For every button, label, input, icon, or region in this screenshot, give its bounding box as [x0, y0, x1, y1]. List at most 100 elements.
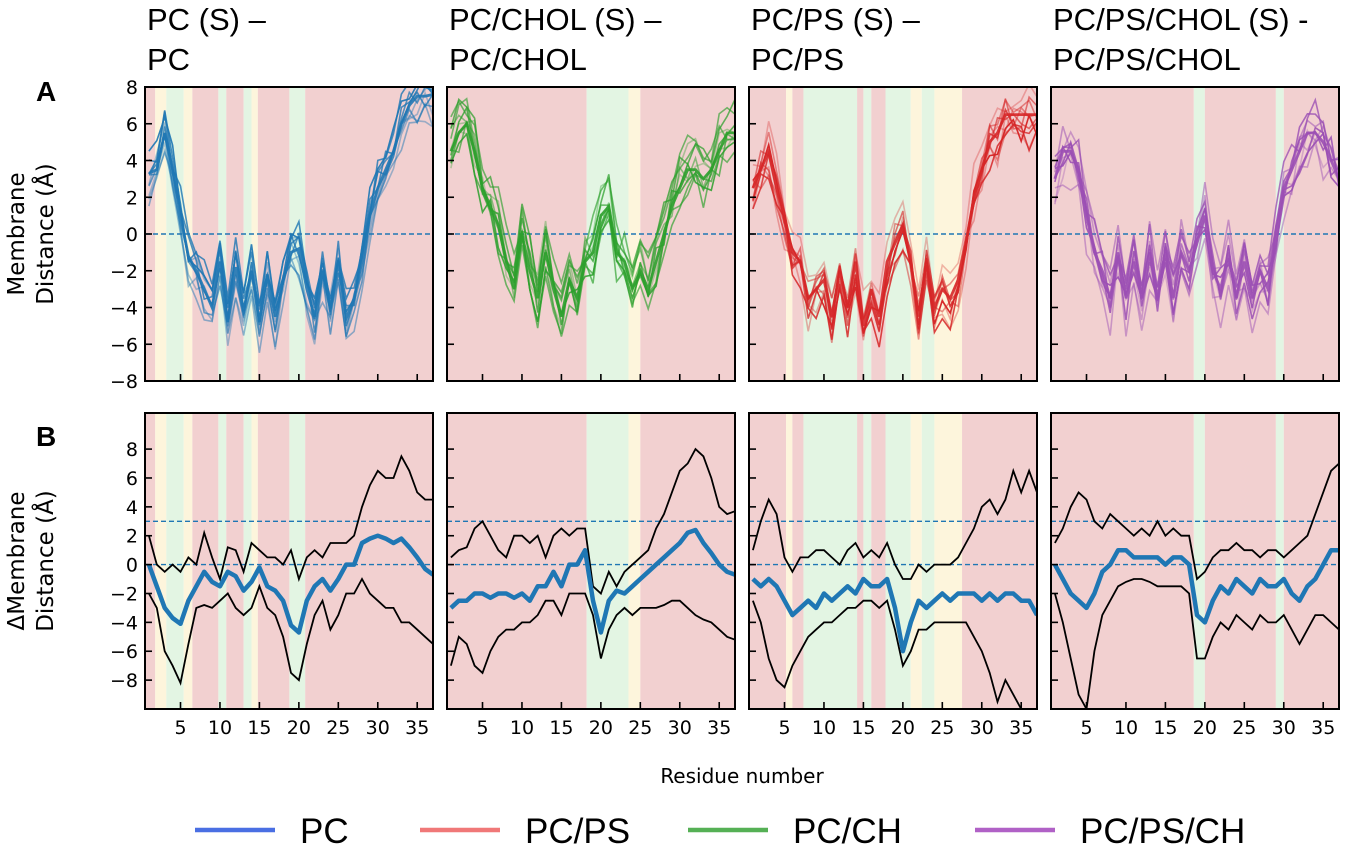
band-red: [226, 413, 244, 709]
band-yellow: [934, 413, 963, 709]
axes-frame: [446, 412, 736, 710]
x-tick-label: 35: [707, 717, 731, 739]
trace-line: [1054, 130, 1339, 307]
legend-label: PC/PS/CH: [1080, 812, 1245, 851]
panel-title: PC: [147, 42, 190, 77]
band-green: [218, 87, 227, 381]
y-axis-label: Distance (Å): [31, 490, 59, 632]
x-tick-label: 20: [891, 717, 915, 739]
x-tick-label: 30: [1272, 717, 1296, 739]
band-red: [145, 413, 156, 709]
panel-title: PC/PS: [751, 42, 844, 77]
y-tick-label: −2: [110, 261, 138, 283]
y-tick-label: 8: [126, 439, 138, 461]
axes-frame: [1050, 412, 1340, 710]
panel-title: PC/CHOL: [449, 42, 587, 77]
band-yellow: [155, 413, 167, 709]
x-tick-label: 15: [1153, 717, 1177, 739]
y-tick-label: 4: [126, 497, 138, 519]
upper-bound-line: [1054, 462, 1339, 581]
trace-line: [1053, 131, 1339, 299]
panel-a-2: [748, 86, 1038, 382]
band-red: [1051, 87, 1194, 381]
x-tick-label: 10: [1114, 717, 1138, 739]
band-red: [192, 413, 219, 709]
trace-line: [1054, 97, 1339, 301]
mean-line: [751, 576, 1037, 654]
legend-label: PC/CH: [793, 812, 902, 851]
y-tick-label: −6: [110, 334, 138, 356]
plot-area: [1051, 462, 1339, 709]
mean-line: [146, 533, 433, 635]
y-tick-label: −4: [110, 298, 138, 320]
band-red: [962, 413, 1037, 709]
trace-line: [450, 97, 735, 295]
x-tick-label: 5: [1080, 717, 1092, 739]
y-tick-label: 2: [126, 526, 138, 548]
row-label-b: B: [36, 421, 56, 452]
x-tick-label: 20: [287, 717, 311, 739]
x-tick-label: 5: [778, 717, 790, 739]
x-tick-label: 15: [247, 717, 271, 739]
band-red: [857, 413, 864, 709]
axes-frame: [144, 412, 434, 710]
panel-title: PC/CHOL (S) –: [449, 2, 662, 37]
trace-line: [450, 121, 735, 337]
plot-area: [145, 454, 433, 686]
y-tick-label: −8: [110, 670, 138, 692]
band-red: [305, 413, 433, 709]
x-tick-label: 30: [970, 717, 994, 739]
band-red: [1204, 87, 1276, 381]
trace-line: [450, 105, 735, 325]
y-tick-label: 2: [126, 187, 138, 209]
x-tick-label: 35: [1311, 717, 1335, 739]
upper-bound-line: [752, 467, 1037, 580]
band-yellow: [910, 413, 922, 709]
lower-bound-line: [148, 577, 433, 686]
band-green: [1275, 413, 1284, 709]
trace-line: [450, 119, 735, 304]
panel-a-0: −8 −6 −4 −2 0 2 4 6 8 Membrane Distance (Å): [4, 77, 434, 393]
lower-bound-line: [450, 592, 735, 675]
x-tick-label: 20: [589, 717, 613, 739]
band-green: [243, 413, 252, 709]
background-bands: [145, 87, 433, 381]
band-green: [243, 87, 252, 381]
y-tick-label: 0: [126, 555, 138, 577]
x-tick-label: 30: [668, 717, 692, 739]
band-red: [749, 413, 787, 709]
trace-line: [450, 99, 735, 292]
panel-title: PC/PS/CHOL: [1053, 42, 1241, 77]
band-green: [885, 413, 911, 709]
x-tick-label: 10: [812, 717, 836, 739]
plot-area: [749, 87, 1037, 348]
legend: PC PC/PS PC/CH PC/PS/CH: [195, 812, 1245, 851]
panel-b-1: 5 10 15 20 25 30 35: [446, 412, 736, 739]
y-axis-label: Distance (Å): [31, 163, 59, 305]
background-bands: [447, 413, 735, 709]
band-green: [586, 413, 629, 709]
band-red: [1283, 413, 1339, 709]
mean-line: [1052, 547, 1339, 625]
trace-line: [752, 123, 1037, 348]
x-axis-label: Residue number: [660, 764, 824, 788]
band-red: [447, 413, 587, 709]
plot-area: [447, 447, 735, 675]
legend-label: PC/PS: [525, 812, 630, 851]
band-yellow: [155, 87, 167, 381]
lower-bound-line: [1054, 578, 1339, 709]
panel-a-1: [446, 86, 736, 382]
trace-line: [751, 113, 1037, 327]
band-green: [921, 413, 935, 709]
x-tick-label: 10: [208, 717, 232, 739]
x-tick-label: 25: [326, 717, 350, 739]
panel-b-3: 5 10 15 20 25 30 35: [1050, 412, 1340, 739]
row-label-a: A: [36, 76, 56, 107]
band-green: [1193, 413, 1205, 709]
panel-title: PC/PS (S) –: [751, 2, 921, 37]
band-red: [640, 413, 735, 709]
band-green: [863, 87, 872, 381]
x-tick-label: 35: [1009, 717, 1033, 739]
band-green: [803, 413, 858, 709]
